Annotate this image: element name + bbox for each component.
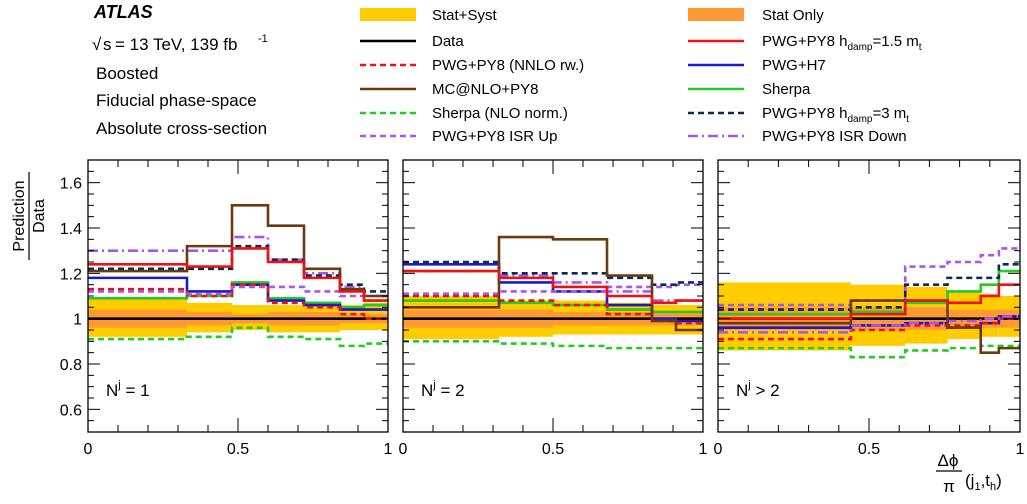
x-tick-label: 0 [84, 441, 93, 458]
panel-label: Nj = 2 [421, 379, 465, 400]
series-sherpa-nlo [88, 326, 388, 348]
y-tick-label: 1.2 [60, 266, 82, 283]
plot-area [718, 247, 1020, 359]
series-isr-down [403, 269, 703, 302]
y-tick-label: 1 [73, 312, 82, 329]
energy-lumi: = 13 TeV, 139 fb [115, 35, 237, 54]
legend-label-sherpa: Sherpa [762, 81, 811, 98]
series-hdamp15 [718, 283, 1020, 320]
panel-label: Nj = 1 [106, 379, 150, 400]
series-mcnlo [88, 204, 388, 298]
y-tick-label: 1.4 [60, 221, 82, 238]
y-tick-label: 0.6 [60, 402, 82, 419]
y-title-denominator: Data [31, 199, 48, 233]
series-hdamp15 [403, 269, 703, 305]
x-tick-label: 0.5 [858, 441, 880, 458]
x-title-denominator: π [943, 477, 955, 496]
legend-label-hdamp3: PWG+PY8 hdamp=3 mt [762, 105, 909, 125]
sqrt-symbol: √ [92, 35, 102, 54]
lumi-exponent: -1 [258, 33, 268, 45]
x-tick-label: 1 [384, 441, 393, 458]
y-axis-title: Prediction Data [11, 172, 48, 260]
x-tick-label: 0.5 [542, 441, 564, 458]
plot-area [88, 204, 388, 348]
series-sherpa-nlo [718, 344, 1020, 359]
legend-swatch-band [360, 8, 416, 21]
x-tick-label: 0 [714, 441, 723, 458]
series-sherpa-nlo [403, 340, 703, 350]
legend-swatch-stat [688, 8, 744, 21]
legend-label-mcnlo: MC@NLO+PY8 [432, 81, 539, 98]
legend-label-data: Data [432, 33, 464, 50]
sqrt-s: s [103, 35, 112, 54]
x-axis-title: Δϕ π (j1,th) [936, 451, 1002, 496]
x-tick-label: 0.5 [227, 441, 249, 458]
legend-label-sherpa-nlo: Sherpa (NLO norm.) [432, 105, 568, 122]
x-title-args: (j1,th) [965, 471, 1002, 493]
series-pwg-nnlo [88, 283, 388, 320]
legend-label-hdamp15: PWG+PY8 hdamp=1.5 mt [762, 33, 922, 53]
header-line-2: Fiducial phase-space [96, 91, 257, 110]
legend-label-h7: PWG+H7 [762, 57, 826, 74]
panel-nj-2: 0 0.5 1 Nj = 2 [399, 159, 708, 458]
energy-line: √ s = 13 TeV, 139 fb -1 [92, 33, 268, 54]
panel-nj-1: 0.6 0.8 1 1.2 1.4 1.6 0 0.5 1 Nj = 1 [60, 159, 393, 458]
legend-label-isr-down: PWG+PY8 ISR Down [762, 128, 907, 145]
x-title-numerator: Δϕ [938, 451, 959, 470]
panel-label: Nj > 2 [736, 379, 780, 400]
legend-label-band: Stat+Syst [432, 7, 497, 24]
series-mcnlo [718, 299, 1020, 354]
header-line-1: Boosted [96, 64, 158, 83]
x-tick-label: 0 [399, 441, 408, 458]
legend-label-stat: Stat Only [762, 7, 824, 24]
header-line-3: Absolute cross-section [96, 119, 267, 138]
x-tick-label: 1 [699, 441, 708, 458]
series-isr-up [718, 247, 1020, 307]
series-hdamp15 [88, 247, 388, 302]
y-tick-label: 1.6 [60, 176, 82, 193]
x-tick-label: 1 [1016, 441, 1025, 458]
y-title-numerator: Prediction [11, 180, 28, 251]
y-tick-label: 0.8 [60, 357, 82, 374]
legend-label-isr-up: PWG+PY8 ISR Up [432, 128, 557, 145]
atlas-label: ATLAS [93, 2, 153, 22]
legend: Stat+Syst Data PWG+PY8 (NNLO rw.) MC@NLO… [360, 7, 922, 145]
series-mcnlo [403, 235, 703, 332]
panel-nj-gt2: 0 0.5 1 Nj > 2 [714, 159, 1025, 458]
plot-area [403, 235, 703, 350]
legend-label-pwg-nnlo: PWG+PY8 (NNLO rw.) [432, 57, 584, 74]
header: ATLAS √ s = 13 TeV, 139 fb -1 Boosted Fi… [92, 2, 268, 138]
